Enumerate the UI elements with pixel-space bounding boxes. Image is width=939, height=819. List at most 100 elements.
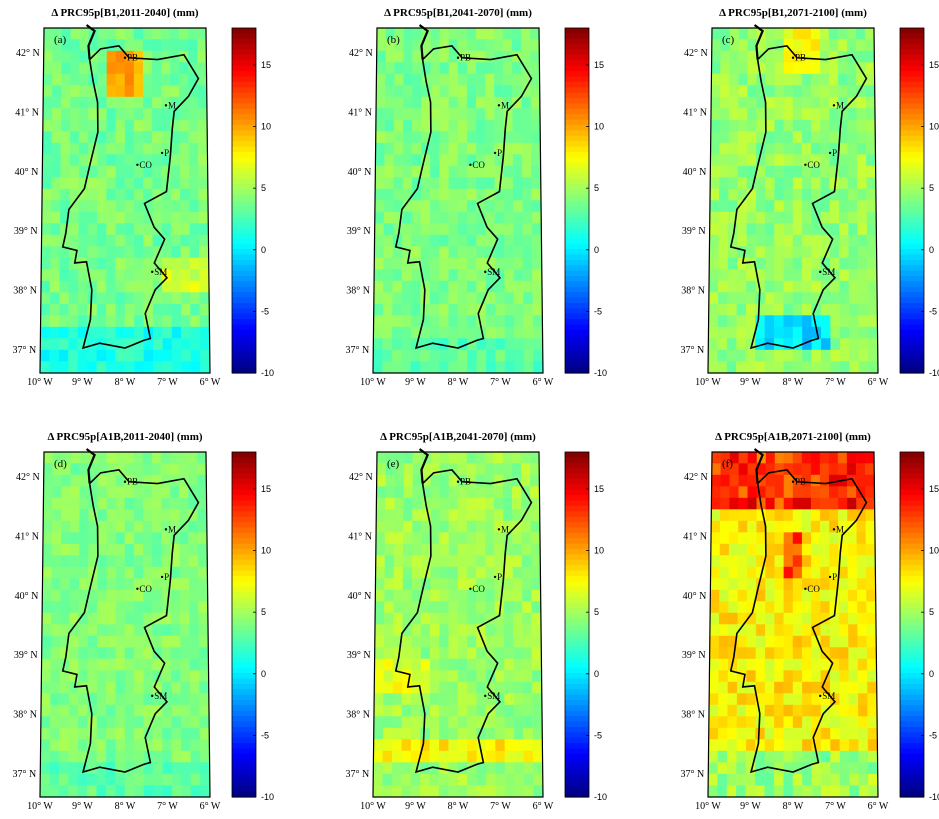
grid-cell [514, 326, 525, 339]
grid-cell [746, 211, 757, 224]
colorbar-step [565, 254, 589, 261]
grid-cell [467, 693, 477, 706]
grid-cell [51, 532, 62, 545]
grid-cell [485, 750, 496, 763]
grid-cell [475, 62, 486, 75]
grid-cell [198, 154, 208, 167]
grid-cell [728, 589, 739, 602]
grid-cell [373, 762, 384, 775]
map-frame [39, 27, 211, 374]
grid-cell [190, 349, 201, 362]
grid-cell [514, 739, 524, 752]
grid-cell [448, 750, 459, 763]
grid-cell [190, 315, 201, 328]
grid-cell [97, 566, 107, 579]
colorbar-step [565, 189, 589, 196]
grid-cell [802, 727, 812, 740]
city-marker [493, 575, 497, 579]
colorbar-step [565, 721, 589, 728]
lat-tick-label: 38° N [346, 710, 370, 721]
grid-cell [457, 165, 468, 178]
grid-cell [106, 486, 117, 499]
colorbar-step [900, 119, 924, 126]
grid-cell [161, 635, 172, 648]
grid-cell [783, 303, 794, 316]
grid-cell [124, 200, 135, 213]
colorbar-step [565, 356, 589, 363]
grid-cell [189, 601, 199, 614]
grid-cell [847, 486, 857, 499]
city-label-sm: SM [154, 691, 167, 701]
grid-cell [802, 223, 812, 236]
grid-cell [802, 785, 813, 797]
grid-cell [61, 520, 71, 533]
grid-cell [382, 785, 393, 797]
grid-cell [513, 292, 524, 305]
grid-cell [69, 154, 80, 167]
grid-cell [78, 269, 88, 282]
grid-cell [142, 50, 153, 63]
grid-cell [106, 211, 116, 224]
grid-cell [178, 452, 189, 464]
grid-cell [514, 773, 525, 786]
grid-cell [97, 62, 108, 75]
lon-tick-label: 7° W [825, 377, 846, 388]
grid-cell [134, 716, 144, 729]
grid-cell [161, 223, 172, 236]
grid-cell [448, 223, 459, 236]
grid-cell [134, 704, 144, 717]
colorbar-step [900, 780, 924, 787]
grid-cell [532, 716, 543, 729]
grid-cell [708, 773, 718, 786]
grid-cell [764, 326, 775, 339]
grid-cell [375, 131, 386, 144]
city-marker [164, 104, 168, 107]
grid-cell [189, 658, 200, 671]
grid-cell [375, 85, 386, 98]
grid-cell [856, 119, 867, 132]
grid-cell [810, 463, 821, 476]
grid-cell [828, 486, 839, 499]
grid-cell [711, 463, 722, 476]
colorbar-step [565, 65, 589, 72]
grid-cell [199, 716, 210, 729]
grid-cell [717, 762, 728, 775]
grid-cell [69, 589, 80, 602]
grid-cell [124, 589, 135, 602]
grid-cell [162, 785, 173, 797]
grid-cell [42, 509, 53, 522]
grid-cell [105, 773, 116, 786]
grid-cell [106, 739, 116, 752]
colorbar-step [232, 575, 256, 582]
colorbar-step [900, 335, 924, 342]
grid-cell [847, 566, 858, 579]
grid-cell [411, 704, 421, 717]
grid-cell [708, 280, 719, 293]
grid-cell [384, 188, 394, 201]
colorbar-step [232, 651, 256, 658]
grid-cell [171, 704, 182, 717]
colorbar-step [232, 189, 256, 196]
grid-cell [171, 349, 182, 362]
colorbar-step [232, 356, 256, 363]
grid-cell [134, 785, 145, 797]
grid-cell [466, 520, 477, 533]
grid-cell [124, 223, 135, 236]
grid-cell [504, 704, 515, 717]
colorbar-step [900, 608, 924, 615]
lat-tick-label: 37° N [681, 345, 705, 356]
grid-cell [530, 85, 541, 98]
grid-cell [42, 520, 53, 533]
colorbar-step [565, 275, 589, 282]
grid-cell [792, 142, 803, 155]
grid-cell [391, 361, 402, 373]
grid-cell [410, 361, 421, 373]
grid-cell [783, 647, 794, 660]
grid-cell [746, 246, 757, 259]
grid-cell [867, 303, 878, 316]
grid-cell [866, 177, 877, 190]
grid-cell [502, 39, 513, 52]
grid-cell [199, 280, 210, 293]
grid-cell [523, 315, 534, 328]
grid-cell [792, 257, 803, 270]
